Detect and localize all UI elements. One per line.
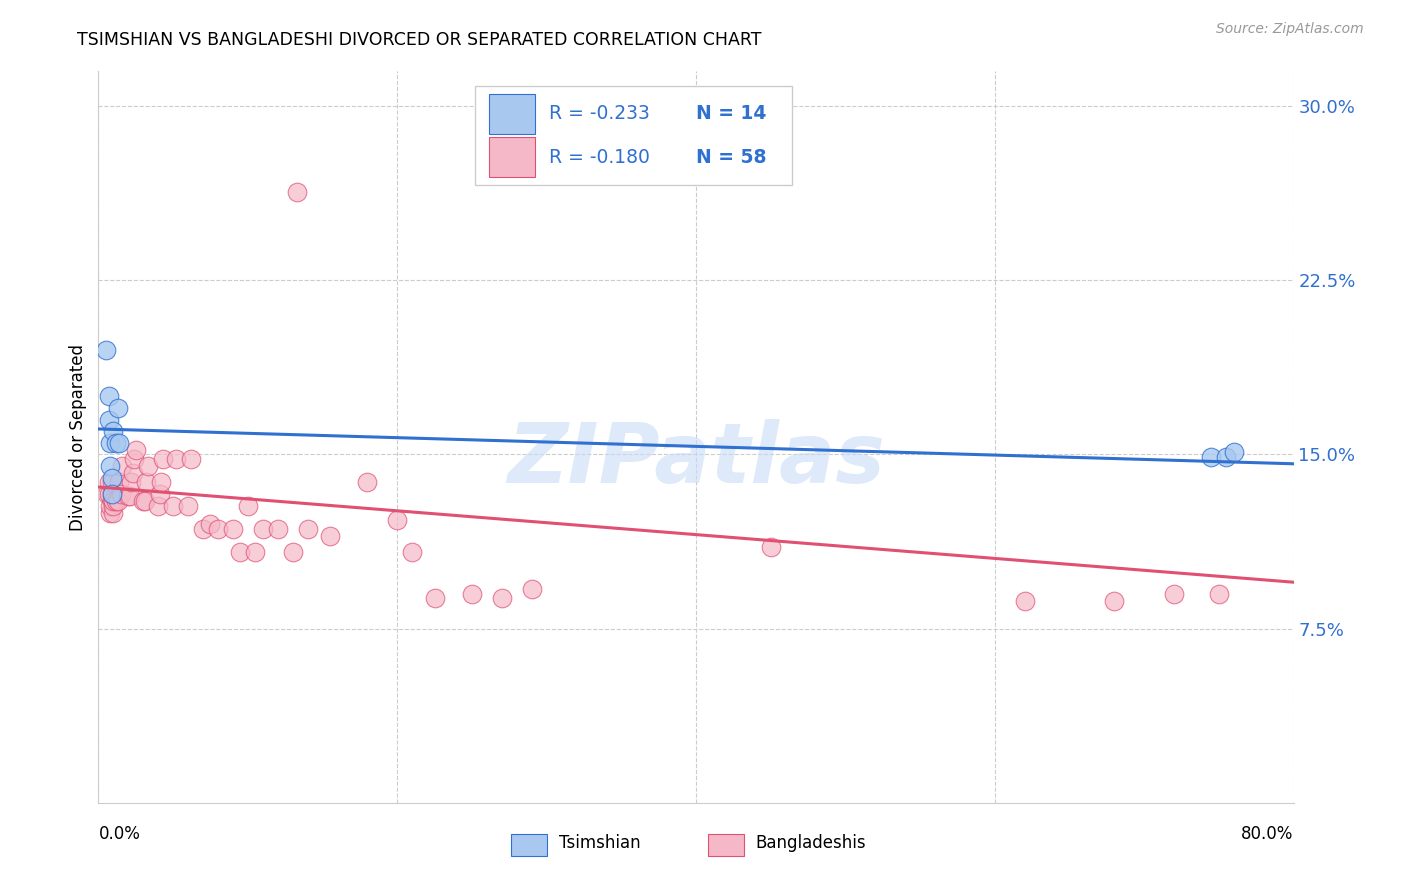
Point bbox=[1201, 450, 1223, 464]
Point bbox=[267, 522, 290, 536]
Point bbox=[103, 424, 125, 438]
Y-axis label: Divorced or Separated: Divorced or Separated bbox=[69, 343, 87, 531]
Point bbox=[180, 452, 202, 467]
Point bbox=[236, 499, 259, 513]
Point bbox=[136, 459, 159, 474]
Point bbox=[98, 506, 122, 520]
Point bbox=[118, 489, 141, 503]
Text: 0.0%: 0.0% bbox=[98, 825, 141, 843]
Point bbox=[97, 475, 120, 490]
Point bbox=[319, 529, 342, 543]
Point bbox=[120, 475, 142, 490]
Point bbox=[96, 487, 118, 501]
Text: N = 58: N = 58 bbox=[696, 147, 766, 167]
Point bbox=[1223, 445, 1246, 459]
Point bbox=[132, 494, 155, 508]
Point bbox=[98, 436, 122, 450]
Point bbox=[121, 466, 143, 480]
FancyBboxPatch shape bbox=[510, 834, 547, 856]
Text: TSIMSHIAN VS BANGLADESHI DIVORCED OR SEPARATED CORRELATION CHART: TSIMSHIAN VS BANGLADESHI DIVORCED OR SEP… bbox=[77, 31, 762, 49]
Text: Tsimshian: Tsimshian bbox=[558, 834, 640, 852]
Point bbox=[245, 545, 267, 559]
FancyBboxPatch shape bbox=[489, 137, 534, 178]
Point bbox=[491, 591, 513, 606]
Point bbox=[105, 436, 128, 450]
Text: R = -0.233: R = -0.233 bbox=[548, 104, 650, 123]
Point bbox=[94, 343, 117, 357]
Point bbox=[191, 522, 214, 536]
Point bbox=[97, 487, 120, 501]
Point bbox=[177, 499, 200, 513]
Point bbox=[107, 401, 129, 415]
FancyBboxPatch shape bbox=[475, 86, 792, 185]
Point bbox=[520, 582, 543, 597]
Point bbox=[165, 452, 187, 467]
Point bbox=[1104, 594, 1126, 608]
Point bbox=[110, 487, 132, 501]
Point bbox=[1163, 587, 1185, 601]
Point bbox=[222, 522, 245, 536]
Text: R = -0.180: R = -0.180 bbox=[548, 147, 650, 167]
Point bbox=[101, 487, 124, 501]
Point bbox=[229, 545, 252, 559]
Text: Source: ZipAtlas.com: Source: ZipAtlas.com bbox=[1216, 22, 1364, 37]
Point bbox=[107, 494, 129, 508]
Point bbox=[1208, 587, 1230, 601]
Point bbox=[152, 452, 174, 467]
Point bbox=[101, 471, 124, 485]
Point bbox=[423, 591, 446, 606]
Point bbox=[111, 459, 134, 474]
Point bbox=[149, 487, 172, 501]
FancyBboxPatch shape bbox=[489, 94, 534, 134]
Point bbox=[200, 517, 222, 532]
Point bbox=[97, 412, 120, 426]
Point bbox=[759, 541, 782, 555]
Point bbox=[385, 512, 409, 526]
Point bbox=[105, 494, 128, 508]
Point bbox=[103, 506, 125, 520]
Point bbox=[281, 545, 304, 559]
Point bbox=[356, 475, 378, 490]
Point bbox=[297, 522, 319, 536]
Point bbox=[97, 389, 120, 403]
Point bbox=[124, 452, 146, 467]
Point bbox=[150, 475, 173, 490]
Point bbox=[98, 499, 122, 513]
Text: Bangladeshis: Bangladeshis bbox=[756, 834, 866, 852]
Text: N = 14: N = 14 bbox=[696, 104, 766, 123]
Point bbox=[1014, 594, 1036, 608]
Point bbox=[148, 499, 170, 513]
Point bbox=[135, 475, 157, 490]
Point bbox=[101, 475, 124, 490]
Point bbox=[103, 499, 125, 513]
Point bbox=[108, 436, 131, 450]
Point bbox=[101, 494, 124, 508]
Point bbox=[252, 522, 274, 536]
Point bbox=[285, 185, 308, 199]
Point bbox=[108, 475, 131, 490]
Point bbox=[103, 494, 125, 508]
FancyBboxPatch shape bbox=[709, 834, 744, 856]
Point bbox=[401, 545, 423, 559]
Text: ZIPatlas: ZIPatlas bbox=[508, 418, 884, 500]
Point bbox=[162, 499, 184, 513]
Point bbox=[98, 459, 122, 474]
Point bbox=[117, 489, 139, 503]
Text: 80.0%: 80.0% bbox=[1241, 825, 1294, 843]
Point bbox=[134, 494, 156, 508]
Point bbox=[125, 442, 148, 457]
Point bbox=[461, 587, 484, 601]
Point bbox=[1215, 450, 1237, 464]
Point bbox=[101, 487, 124, 501]
Point bbox=[207, 522, 229, 536]
